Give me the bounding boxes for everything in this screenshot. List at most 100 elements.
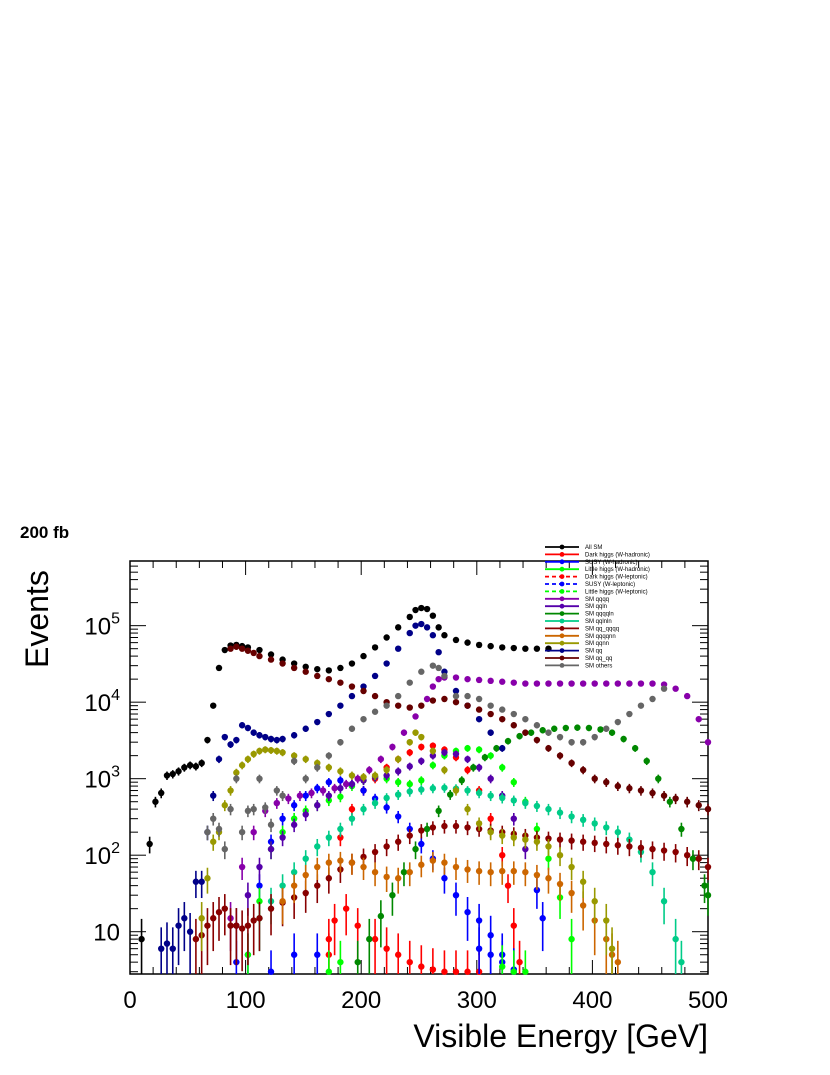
data-point: [568, 738, 575, 746]
x-tick-label: 500: [688, 987, 728, 1014]
data-point: [533, 722, 541, 729]
data-point: [302, 792, 309, 799]
data-point: [487, 677, 494, 685]
x-tick-label: 300: [457, 987, 497, 1014]
data-point: [267, 821, 275, 828]
series-layer: [138, 604, 712, 975]
data-point: [579, 816, 587, 824]
data-point: [510, 815, 517, 822]
data-point: [545, 875, 552, 882]
data-point: [256, 732, 263, 739]
data-point: [348, 859, 356, 866]
series-susy-w-leptonic: [267, 927, 517, 975]
data-point: [464, 639, 471, 646]
data-point: [210, 915, 217, 922]
data-point: [429, 683, 437, 690]
data-point: [360, 683, 367, 690]
data-point: [152, 798, 159, 805]
data-point: [383, 634, 390, 641]
data-point: [337, 857, 344, 864]
data-point: [394, 692, 402, 700]
data-point: [158, 945, 165, 952]
data-point: [256, 747, 263, 755]
data-point: [383, 794, 390, 802]
data-point: [256, 863, 263, 871]
data-point: [475, 706, 483, 713]
data-point: [516, 732, 523, 740]
data-point: [452, 863, 460, 871]
data-point: [238, 828, 246, 836]
data-point: [637, 844, 645, 851]
data-point: [672, 848, 679, 856]
data-point: [348, 683, 356, 690]
data-point: [556, 809, 564, 816]
data-point: [556, 752, 564, 759]
data-point: [470, 764, 477, 771]
data-point: [366, 766, 373, 774]
data-point: [683, 851, 691, 859]
data-point: [400, 729, 408, 736]
data-point: [348, 772, 356, 779]
data-point: [435, 675, 442, 683]
data-point: [371, 772, 379, 779]
data-point: [383, 804, 390, 811]
legend-marker: [559, 552, 565, 557]
data-point: [215, 664, 223, 672]
data-point: [441, 695, 448, 703]
data-point: [319, 787, 327, 794]
data-point: [406, 738, 413, 746]
data-point: [256, 775, 263, 782]
data-point: [221, 733, 228, 741]
data-point: [522, 836, 529, 843]
data-point: [649, 695, 656, 703]
data-point: [533, 825, 541, 833]
data-point: [585, 724, 593, 732]
data-point: [510, 834, 517, 841]
data-point: [423, 624, 431, 631]
data-point: [441, 749, 448, 756]
data-point: [452, 787, 460, 794]
data-point: [429, 824, 437, 831]
data-point: [418, 840, 425, 848]
data-point: [620, 735, 627, 743]
data-point: [704, 805, 712, 813]
data-point: [626, 843, 633, 850]
data-point: [406, 832, 413, 839]
data-point: [337, 768, 344, 775]
legend-marker: [559, 640, 565, 646]
data-point: [452, 698, 460, 706]
data-point: [348, 815, 356, 822]
data-point: [423, 825, 431, 833]
legend-marker: [559, 589, 565, 594]
legend-marker: [559, 544, 565, 550]
data-point: [614, 718, 622, 726]
data-point: [603, 725, 610, 732]
data-point: [325, 778, 333, 786]
data-point: [683, 692, 691, 700]
series-sm-qq: [158, 620, 506, 974]
data-point: [210, 815, 217, 822]
data-point: [545, 745, 552, 752]
legend-marker: [559, 626, 565, 631]
data-point: [186, 928, 194, 935]
data-point: [464, 692, 471, 700]
data-point: [435, 648, 442, 656]
data-point: [412, 622, 419, 629]
data-point: [591, 898, 598, 905]
data-point: [672, 935, 679, 943]
legend-marker: [559, 611, 565, 616]
data-point: [568, 813, 575, 820]
data-point: [354, 958, 361, 966]
data-point: [360, 787, 367, 794]
data-point: [267, 735, 275, 743]
data-point: [429, 762, 437, 769]
legend-label: SM qqqqln: [585, 612, 614, 618]
legend-item-all-sm: All SM: [545, 544, 602, 551]
data-point: [591, 733, 598, 741]
data-point: [314, 785, 321, 792]
data-point: [290, 868, 298, 876]
data-point: [377, 755, 385, 763]
plot-frame: [129, 560, 709, 975]
data-point: [204, 922, 211, 929]
data-point: [406, 788, 413, 795]
